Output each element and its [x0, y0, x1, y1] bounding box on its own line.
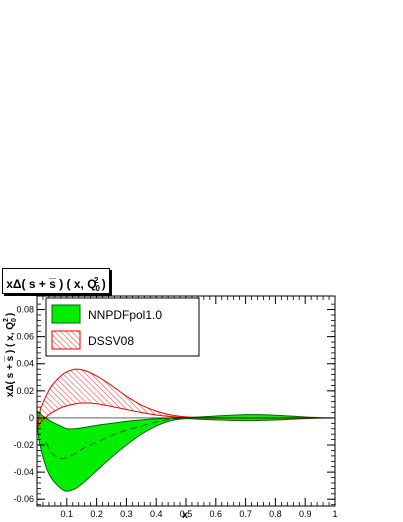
- legend-swatch-nnpdf: [51, 304, 81, 324]
- y-tick-label: -0.02: [13, 440, 34, 450]
- x-tick-label: 0.5: [180, 509, 193, 519]
- chart-title: xΔ( s + s̅ ) ( x, Q02 ): [2, 268, 110, 294]
- nnpdf-band: [37, 411, 335, 492]
- x-tick-label: 0.1: [61, 509, 74, 519]
- x-tick-label: 0.4: [150, 509, 163, 519]
- x-tick-label: 0.2: [90, 509, 103, 519]
- nnpdf-lower-edge: [37, 417, 335, 492]
- x-tick-label: 0.3: [120, 509, 133, 519]
- chart-title-sup: 2: [93, 276, 99, 285]
- y-tick-label: 0.04: [16, 359, 34, 369]
- y-axis-label: xΔ( s + s̅ ) ( x, Q02): [3, 313, 18, 397]
- nnpdf-central-line: [45, 417, 187, 460]
- dssv-band: [37, 369, 335, 429]
- y-tick-label: 0.02: [16, 386, 34, 396]
- chart-title-text: xΔ( s + s̅ ) ( x, Q: [6, 277, 97, 291]
- x-tick-label: 1: [332, 509, 337, 519]
- x-axis-label: x: [182, 510, 188, 521]
- x-tick-label: 0.9: [299, 509, 312, 519]
- nnpdf-upper-edge: [37, 410, 335, 430]
- x-tick-label: 0.7: [239, 509, 252, 519]
- chart-title-close: ): [101, 277, 106, 291]
- x-tick-label: 0.8: [269, 509, 282, 519]
- y-tick-label: 0.08: [16, 305, 34, 315]
- y-tick-label: -0.04: [13, 467, 34, 477]
- legend-label-dssv: DSSV08: [88, 334, 134, 348]
- y-tick-label: 0.06: [16, 332, 34, 342]
- legend-swatch-dssv: [51, 330, 81, 350]
- legend-label-nnpdf: NNPDFpol1.0: [88, 308, 162, 322]
- y-tick-label: 0: [29, 413, 34, 423]
- x-tick-label: 0.6: [210, 509, 223, 519]
- y-tick-label: -0.06: [13, 494, 34, 504]
- chart-title-sub: 0: [95, 284, 100, 294]
